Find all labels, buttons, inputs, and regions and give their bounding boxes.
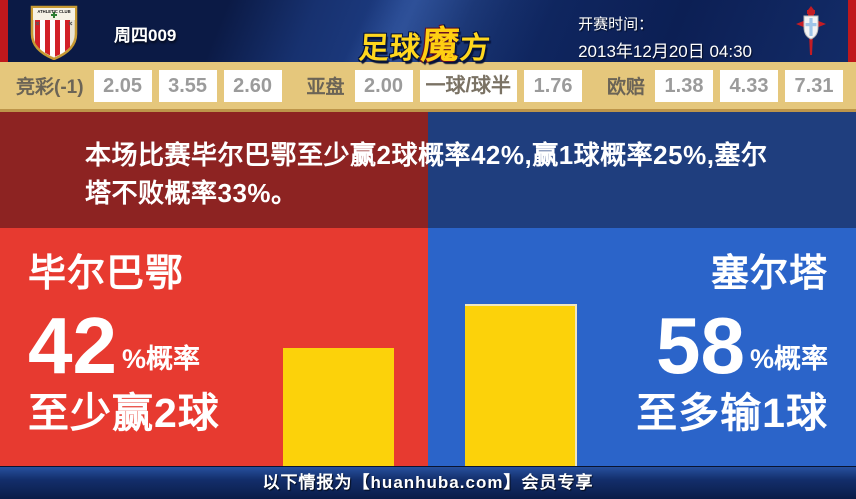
site-logo-text: 足球 [357,32,423,65]
match-code: 周四009 [114,26,177,45]
away-probability-value: 58 [656,301,745,390]
probability-panels: 毕尔巴鄂 42 %概率 至少赢2球 塞尔塔 58 %概率 至多输1球 [0,228,856,466]
away-team-crest-icon [794,5,828,62]
home-team-crest-icon: ATHLETIC CLUB [26,4,82,65]
odds-group-jingcai: 竞彩(-1) 2.05 3.55 2.60 [16,69,282,102]
odds-value-home: 2.05 [93,69,152,102]
site-logo: 足球魔方 [357,14,493,69]
away-team-name: 塞尔塔 [710,253,828,295]
odds-value-draw: 3.55 [158,69,217,102]
handicap-line: 一球/球半 [419,69,518,102]
footer: 以下情报为【huanhuba.com】会员专享 [0,466,856,499]
left-red-edge [0,0,8,62]
handicap-away-odds: 1.76 [524,69,583,102]
away-probability: 58 %概率 [428,301,828,390]
home-probability-bar [283,348,394,466]
odds-value-away: 2.60 [223,69,282,102]
odds-group-label: 竞彩(-1) [16,77,84,98]
home-team-name: 毕尔巴鄂 [28,253,185,295]
footer-text: 以下情报为【huanhuba.com】会员专享 [262,473,594,492]
handicap-home-odds: 2.00 [354,69,413,102]
odds-group-label: 亚盘 [306,77,345,98]
odds-bar: 竞彩(-1) 2.05 3.55 2.60 亚盘 2.00 一球/球半 1.76… [0,62,856,112]
site-logo-text-end: 方 [458,32,493,65]
home-probability-value: 42 [28,301,117,390]
home-probability: 42 %概率 [28,301,428,390]
euro-odds-home: 1.38 [655,69,713,102]
away-team-panel: 塞尔塔 58 %概率 至多输1球 [428,228,856,466]
odds-group-european: 欧赔 1.38 4.33 7.31 [606,69,843,102]
kickoff-value: 2013年12月20日 04:30 [578,42,752,61]
away-probability-bar [465,304,577,466]
kickoff-time-block: 开赛时间： 2013年12月20日 04:30 [578,13,752,62]
kickoff-label: 开赛时间： [578,16,654,33]
svg-text:ATHLETIC CLUB: ATHLETIC CLUB [37,9,70,14]
site-logo-text-accent: 魔 [419,25,462,67]
odds-group-asian-handicap: 亚盘 2.00 一球/球半 1.76 [306,69,583,102]
home-outcome-text: 至少赢2球 [28,390,220,436]
headline-banner: 本场比赛毕尔巴鄂至少赢2球概率42%,赢1球概率25%,塞尔塔不败概率33%。 [0,112,856,228]
header: ATHLETIC CLUB 周四009 足球魔方 开赛时间： 2013年12月2… [0,0,856,67]
odds-group-label: 欧赔 [606,77,645,98]
home-probability-suffix: %概率 [121,344,200,374]
home-team-panel: 毕尔巴鄂 42 %概率 至少赢2球 [0,228,428,466]
headline-text: 本场比赛毕尔巴鄂至少赢2球概率42%,赢1球概率25%,塞尔塔不败概率33%。 [85,140,768,208]
right-red-edge [848,0,856,62]
euro-odds-draw: 4.33 [720,69,778,102]
euro-odds-away: 7.31 [785,69,843,102]
away-probability-suffix: %概率 [749,344,828,374]
away-outcome-text: 至多输1球 [636,390,828,436]
